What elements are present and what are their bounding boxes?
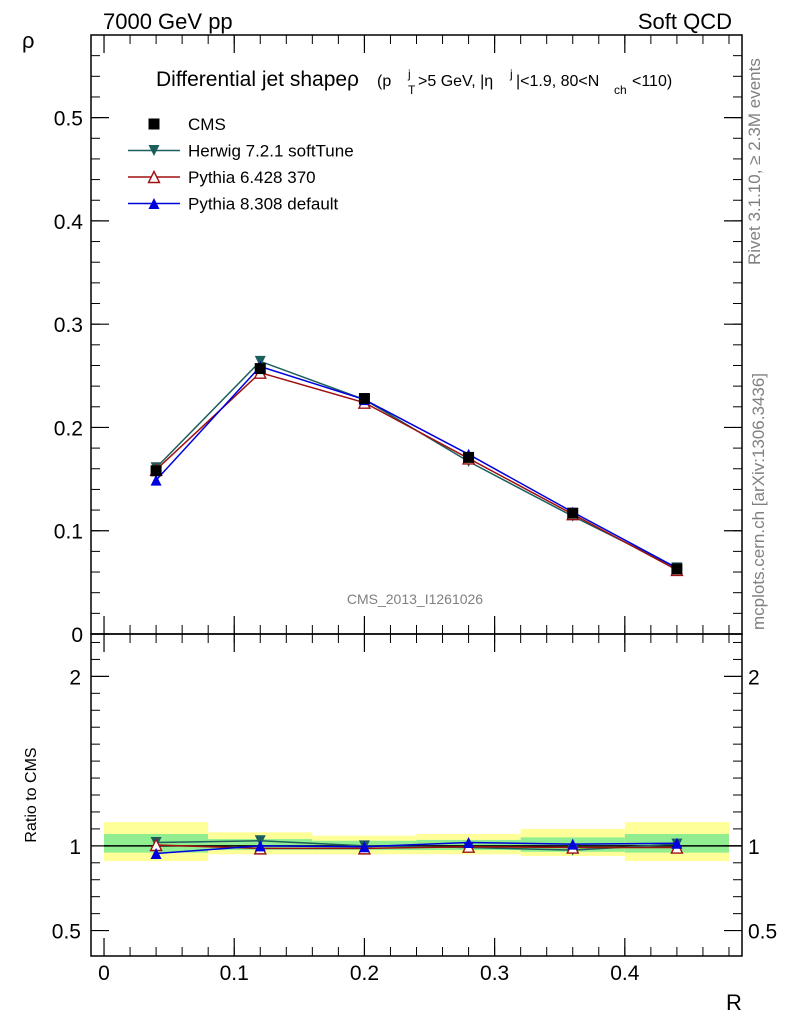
ratio-y-tick-label-right: 1 xyxy=(748,836,760,859)
cut-part-8: <110) xyxy=(632,73,672,90)
ratio-data-point xyxy=(671,837,683,849)
mcplots-label: mcplots.cern.ch [arXiv:1306.3436] xyxy=(749,373,768,630)
energy-label: 7000 GeV pp xyxy=(103,9,233,34)
cut-part-6: |<1.9, 80<N xyxy=(516,73,599,90)
rivet-label: Rivet 3.1.10, ≥ 2.3M events xyxy=(745,58,764,265)
y-tick-label: 0.1 xyxy=(54,521,83,544)
legend-marker xyxy=(148,145,160,156)
cut-part-3: T xyxy=(408,83,416,97)
analysis-label: CMS_2013_I1261026 xyxy=(347,591,483,607)
series-line xyxy=(155,360,678,569)
ratio-data-point xyxy=(358,841,370,853)
y-axis-label: ρ xyxy=(22,28,35,53)
legend: CMS Herwig 7.2.1 softTune Pythia 6.428 370… xyxy=(128,115,354,214)
data-point xyxy=(150,465,162,477)
x-tick-label: 0 xyxy=(98,962,110,985)
cut-part-7: ch xyxy=(614,83,627,97)
data-point xyxy=(358,393,370,405)
ratio-data-point xyxy=(254,840,266,852)
plot-title: Differential jet shapeρ xyxy=(156,68,359,91)
ratio-series-line xyxy=(156,840,677,851)
y-tick-label: 0.4 xyxy=(54,211,84,234)
main-plot-panel: 0 0.1 0.2 0.3 0.4 0.5 Differential jet shapeρ… xyxy=(22,28,743,647)
legend-marker xyxy=(148,198,160,209)
process-label: Soft QCD xyxy=(638,9,732,34)
ratio-data-point xyxy=(463,836,475,848)
y-tick-label: 0.5 xyxy=(54,108,83,131)
legend-entry: CMS xyxy=(188,115,226,134)
ratio-data-point xyxy=(567,838,579,850)
x-axis-label: R xyxy=(726,990,742,1015)
cut-part-4: >5 GeV, |η xyxy=(418,73,493,90)
legend-entry: Pythia 6.428 370 xyxy=(188,168,316,187)
y-tick-label: 0.2 xyxy=(54,417,83,440)
data-point xyxy=(463,451,475,463)
plot-title-cuts: (p j T >5 GeV, |η j |<1.9, 80<N ch <110) xyxy=(377,65,672,98)
ratio-y-tick-label-right: 2 xyxy=(748,666,760,689)
legend-marker xyxy=(148,118,160,130)
series-line xyxy=(155,371,678,571)
series-line xyxy=(155,365,678,569)
ratio-plot-frame xyxy=(90,633,743,957)
ratio-y-tick-label: 2 xyxy=(69,666,81,689)
data-point xyxy=(567,507,579,519)
legend-entry: Herwig 7.2.1 softTune xyxy=(188,142,354,161)
data-point xyxy=(254,363,266,375)
ratio-y-tick-label-right: 0.5 xyxy=(748,921,777,944)
legend-entry: Pythia 8.308 default xyxy=(188,195,339,214)
ratio-y-tick-label: 1 xyxy=(69,836,81,859)
cut-part-2: j xyxy=(407,67,411,81)
ratio-plot-panel: 0.5 0.5 1 1 2 2 0 0.1 0.2 0.3 0.4 Ratio to CMS R xyxy=(23,633,777,1015)
y-tick-label: 0 xyxy=(71,624,83,647)
x-tick-label: 0.1 xyxy=(220,962,249,985)
x-tick-label: 0.2 xyxy=(350,962,379,985)
ratio-y-axis-label: Ratio to CMS xyxy=(23,747,40,842)
ratio-y-tick-label: 0.5 xyxy=(52,921,81,944)
ratio-data-point xyxy=(150,847,162,859)
data-point xyxy=(671,563,683,575)
ratio-series-line xyxy=(156,841,677,855)
x-tick-label: 0.3 xyxy=(480,962,509,985)
x-tick-label: 0.4 xyxy=(610,962,640,985)
cut-part-1: (p xyxy=(377,73,391,90)
data-point xyxy=(150,474,162,486)
y-tick-label: 0.3 xyxy=(54,314,83,337)
legend-marker xyxy=(147,169,161,184)
cut-part-5: j xyxy=(509,67,513,81)
